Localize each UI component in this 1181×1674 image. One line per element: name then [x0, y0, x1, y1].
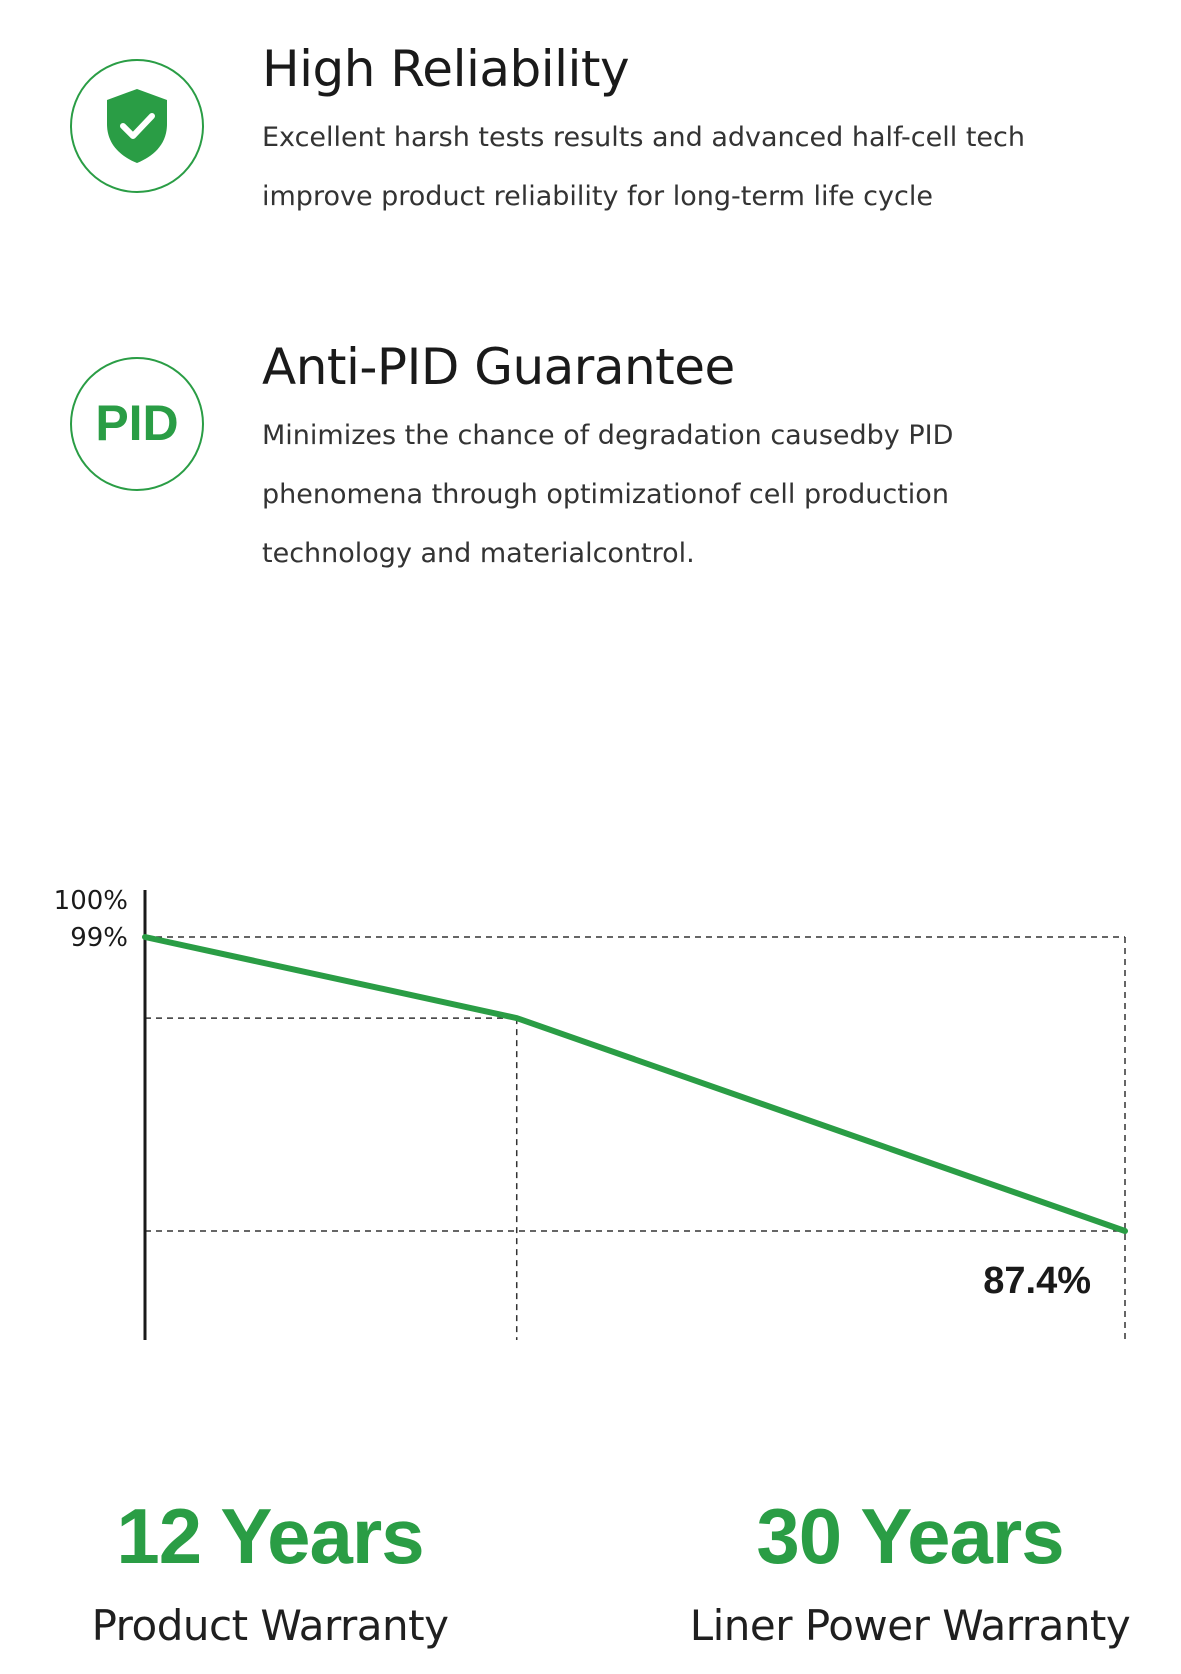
pid-icon: PID: [70, 357, 204, 491]
feature-title: High Reliability: [262, 40, 630, 98]
pid-icon-text: PID: [95, 396, 178, 451]
shield-check-icon: [70, 59, 204, 193]
series-line: [142, 934, 1128, 1234]
warranty-product: 12 Years Product Warranty: [40, 1497, 500, 1650]
warranty-label: Product Warranty: [91, 1601, 449, 1650]
warranty-label: Liner Power Warranty: [689, 1601, 1131, 1650]
data-label: 87.4%: [983, 1260, 1091, 1302]
y-tick-label: 99%: [70, 923, 128, 953]
feature-description-line: Minimizes the chance of degradation caus…: [262, 420, 954, 451]
feature-description-line: Excellent harsh tests results and advanc…: [262, 122, 1025, 153]
feature-description-line: phenomena through optimizationof cell pr…: [262, 479, 949, 510]
warranty-years: 12 Years: [116, 1492, 424, 1580]
feature-description-line: improve product reliability for long-ter…: [262, 181, 933, 212]
feature-description-line: technology and materialcontrol.: [262, 538, 695, 569]
feature-description: Excellent harsh tests results and advanc…: [262, 108, 1162, 226]
degradation-chart: 11230100%99%87.4%: [54, 886, 1128, 1340]
feature-title: Anti-PID Guarantee: [262, 338, 735, 396]
warranty-power: 30 Years Liner Power Warranty: [660, 1497, 1160, 1650]
feature-description: Minimizes the chance of degradation caus…: [262, 406, 1162, 583]
warranty-years: 30 Years: [756, 1492, 1064, 1580]
y-tick-label: 100%: [54, 886, 128, 916]
